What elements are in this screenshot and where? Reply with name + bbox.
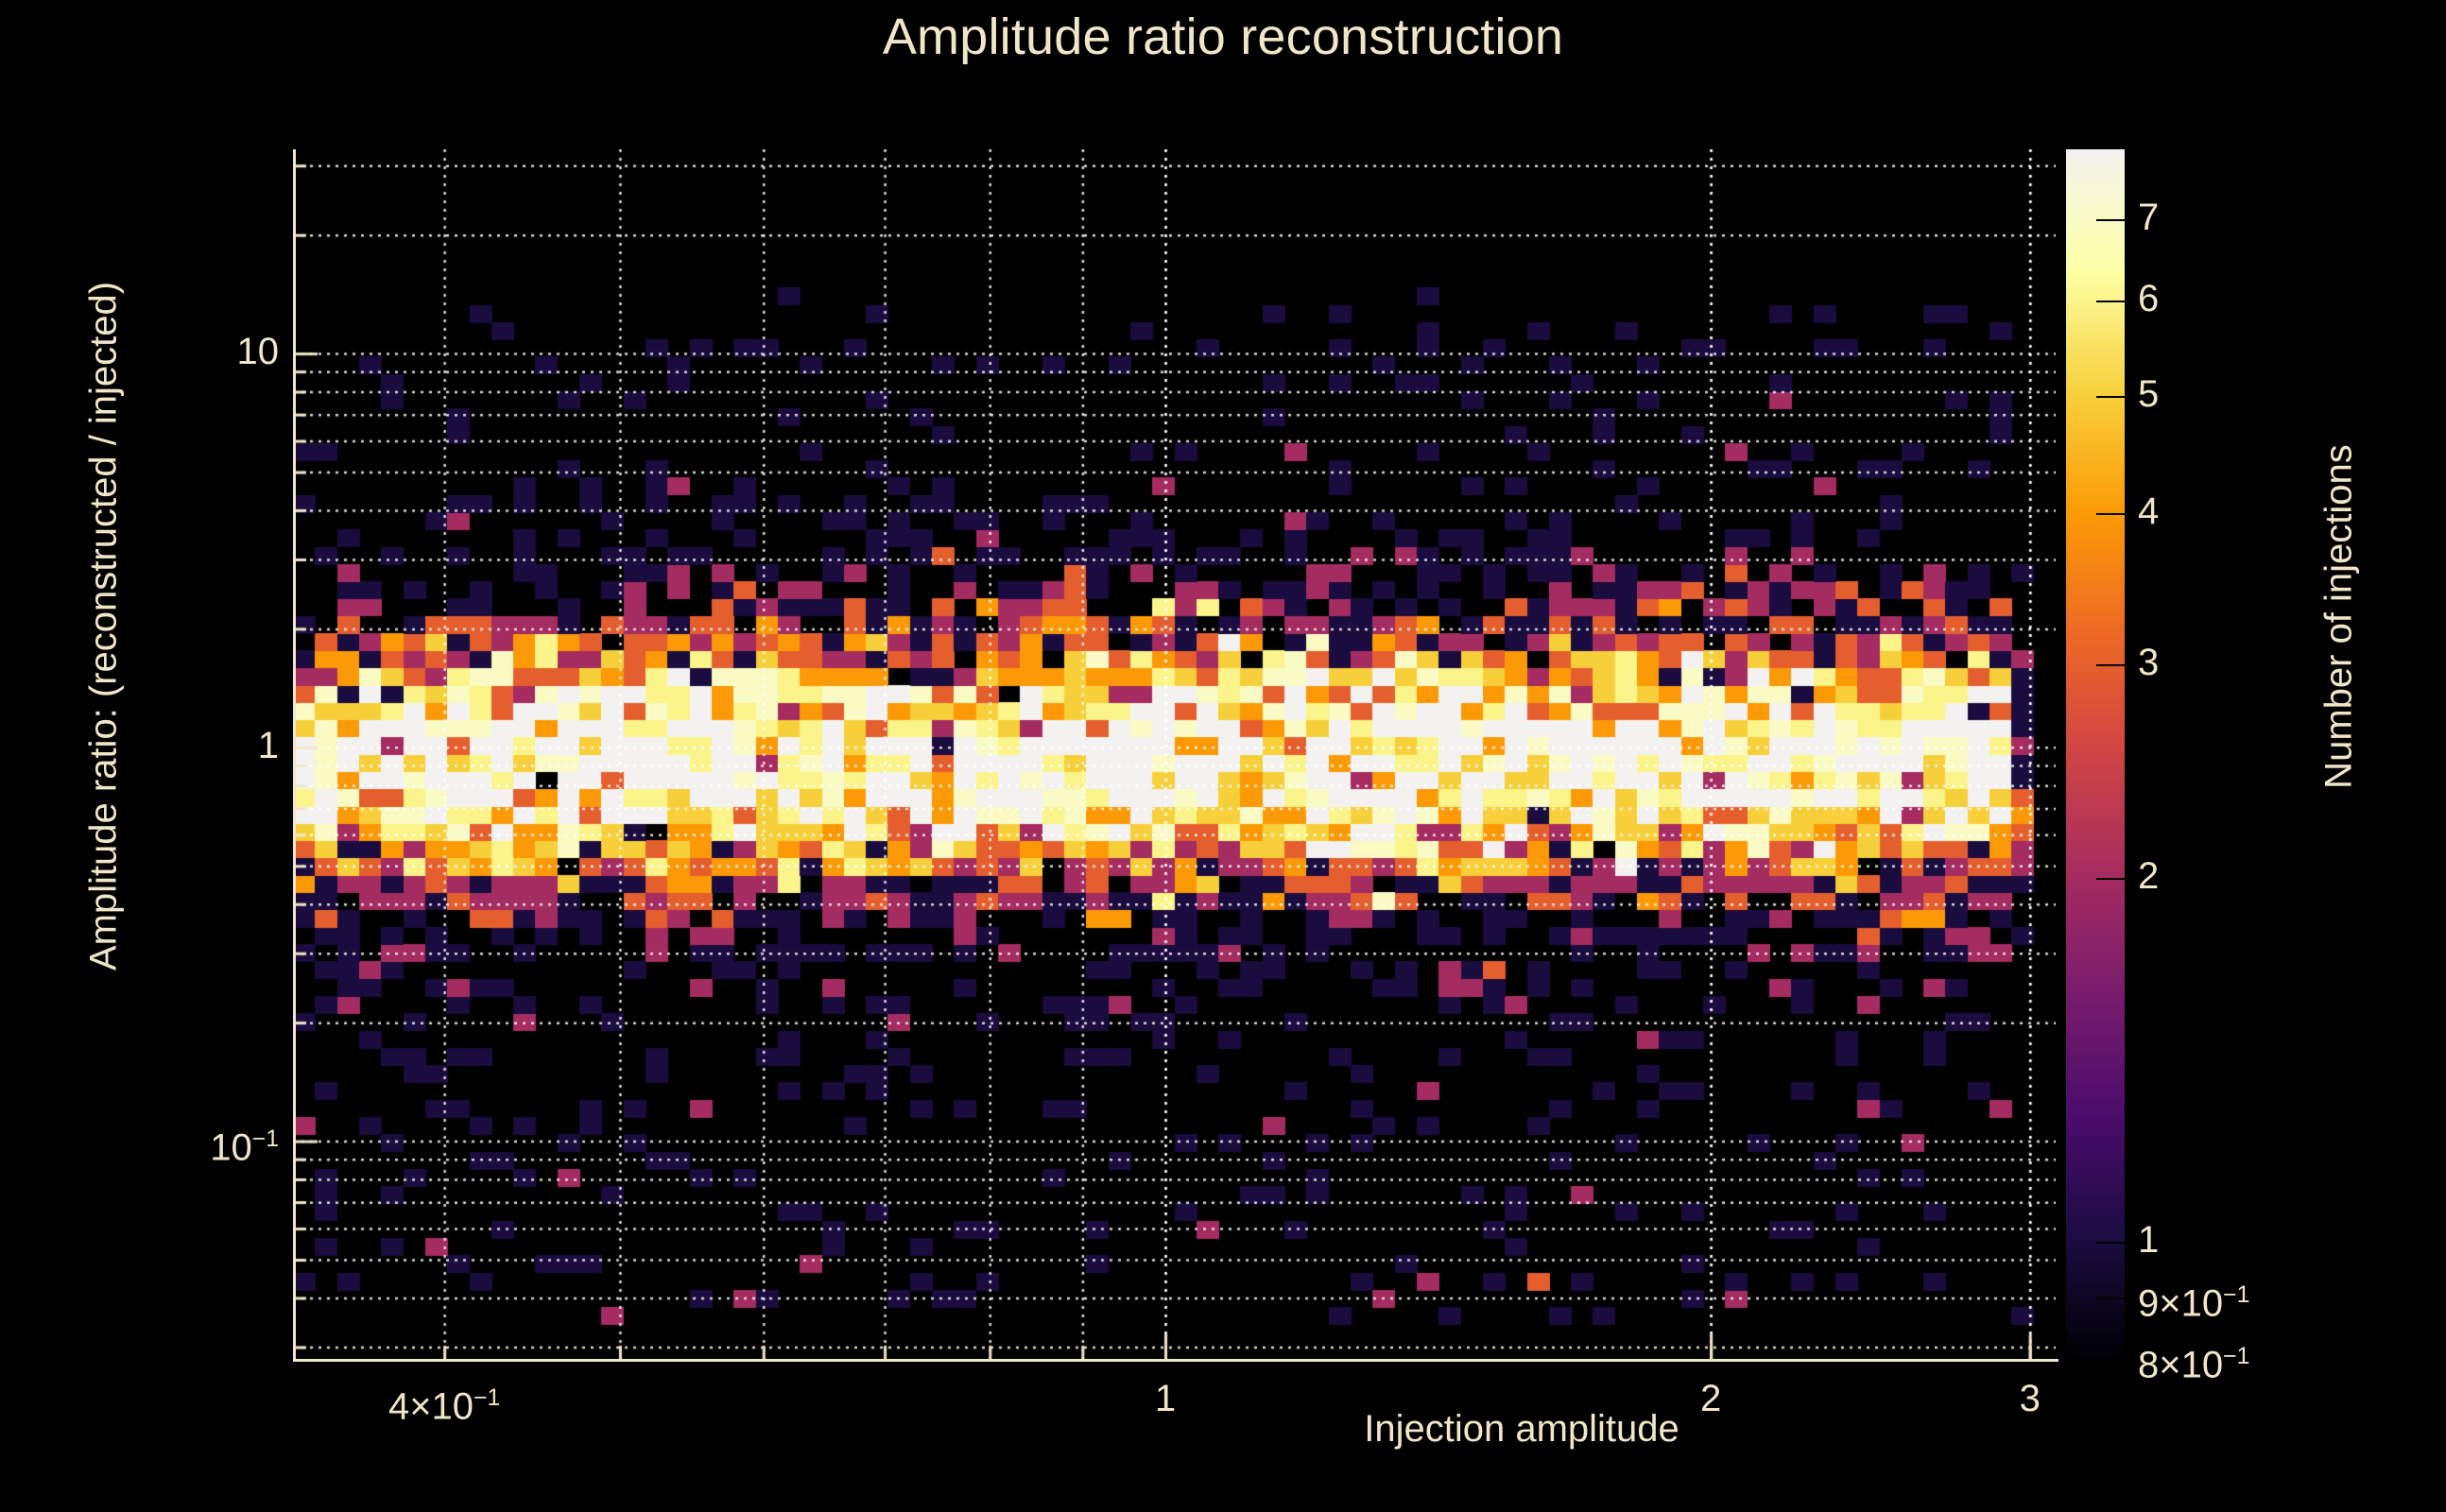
colorbar-tick-label: 8×10−1	[2138, 1344, 2250, 1386]
x-tick-label: 4×10−1	[388, 1385, 501, 1428]
colorbar-tick-label: 3	[2138, 642, 2160, 684]
y-axis-title: Amplitude ratio: (reconstructed / inject…	[82, 281, 125, 971]
heatmap-plot-area	[293, 149, 2056, 1359]
colorbar-tick-label: 7	[2138, 197, 2160, 239]
colorbar-title: Number of injections	[2317, 444, 2360, 789]
colorbar-tick-label: 9×10−1	[2138, 1281, 2250, 1324]
x-tick-label: 3	[2019, 1378, 2041, 1419]
y-tick-label: 10	[236, 331, 280, 373]
y-tick-label: 1	[257, 724, 279, 766]
colorbar-tick-label: 2	[2138, 854, 2160, 897]
x-tick-label: 1	[1154, 1378, 1177, 1419]
colorbar-tick-label: 6	[2138, 277, 2160, 319]
colorbar-gradient	[2066, 149, 2125, 1359]
colorbar-tick-label: 4	[2138, 490, 2160, 533]
colorbar-tick-label: 1	[2138, 1218, 2160, 1261]
x-tick-label: 2	[1699, 1378, 1722, 1419]
y-tick-label: 10−1	[210, 1125, 279, 1168]
x-axis-title: Injection amplitude	[1364, 1408, 1679, 1450]
colorbar-tick-label: 5	[2138, 373, 2160, 416]
grid-lines	[293, 149, 2056, 1359]
colorbar-tick-mark	[2096, 1359, 2125, 1361]
page-title: Amplitude ratio reconstruction	[882, 9, 1564, 65]
